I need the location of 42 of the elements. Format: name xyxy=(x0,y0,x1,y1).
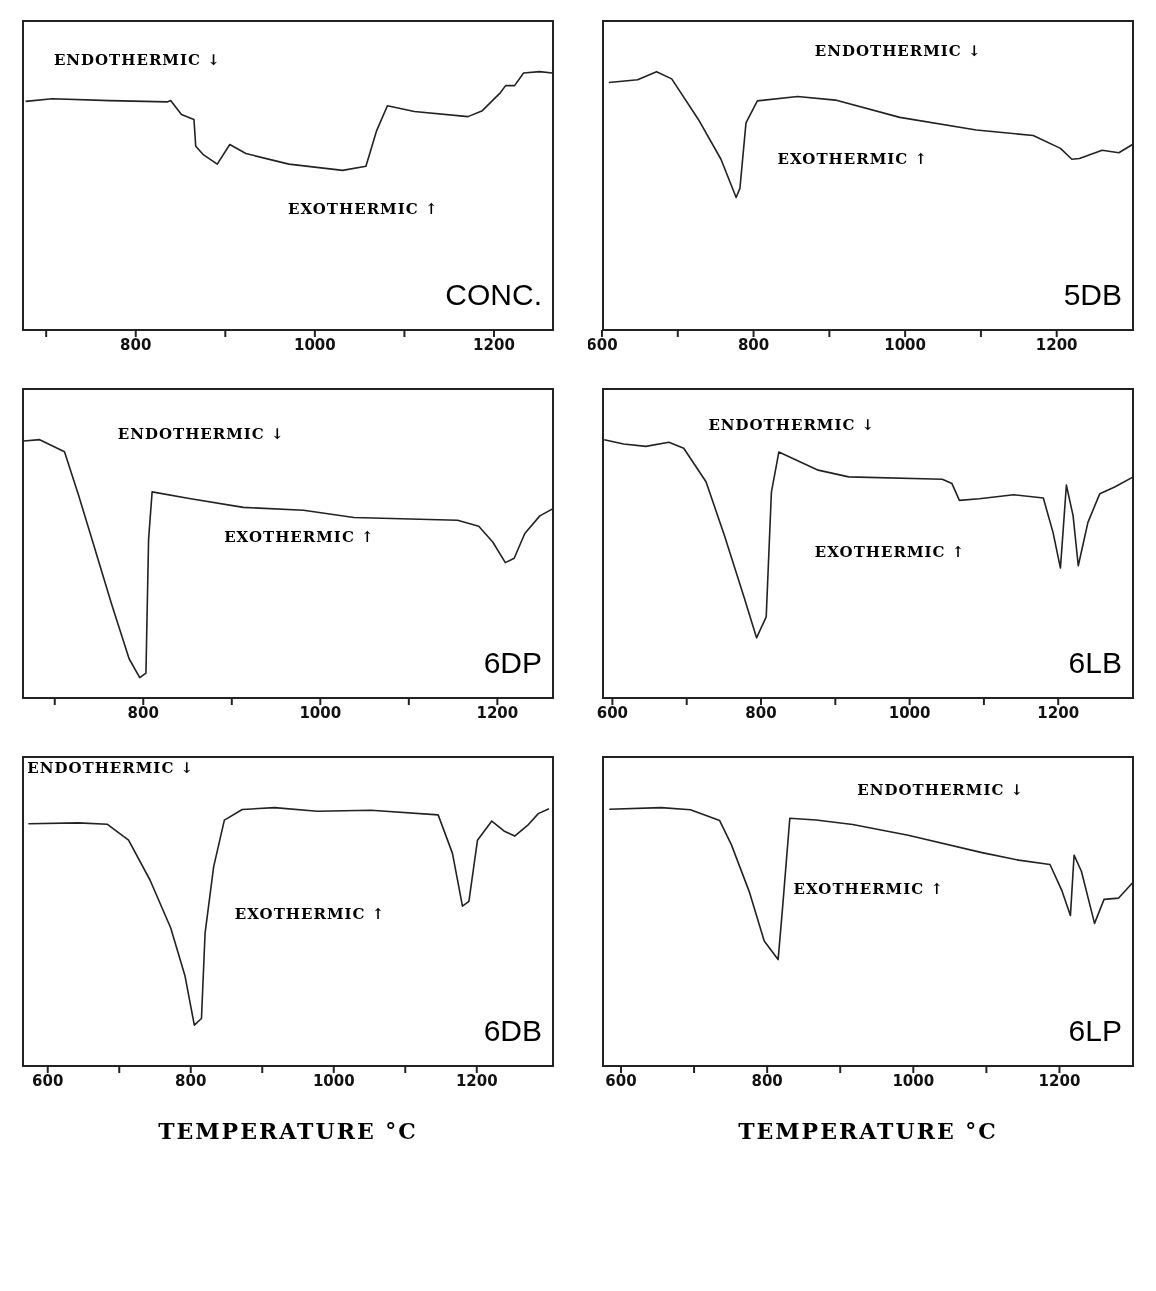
annotation: 6DP xyxy=(483,646,542,680)
x-tick-label: 600 xyxy=(32,1071,64,1090)
x-tick-label: 1200 xyxy=(455,1071,498,1090)
annotation: EXOTHERMIC ↑ xyxy=(814,543,966,561)
text: ENDOTHERMIC ↓ xyxy=(708,415,876,434)
annotation: EXOTHERMIC ↑ xyxy=(793,880,944,898)
x-tick-label: 1200 xyxy=(1038,1071,1081,1090)
x-tick-label: 600 xyxy=(596,703,629,722)
x-tick-label: 800 xyxy=(127,703,159,722)
annotation: 6DB xyxy=(483,1014,542,1048)
x-tick-label: 1000 xyxy=(884,335,927,354)
x-tick-label: 800 xyxy=(751,1071,783,1090)
x-tick-label: 1200 xyxy=(476,703,519,722)
x-axis-title: TEMPERATURE °C xyxy=(737,1118,999,1144)
x-tick-label: 800 xyxy=(175,1071,207,1090)
annotation: EXOTHERMIC ↑ xyxy=(234,904,386,923)
annotation: CONC. xyxy=(445,278,542,312)
annotation: EXOTHERMIC ↑ xyxy=(777,150,929,169)
x-tick-label: 800 xyxy=(737,335,770,354)
text: ENDOTHERMIC ↓ xyxy=(53,51,221,69)
x-tick-label: 1000 xyxy=(888,703,931,722)
annotation: EXOTHERMIC ↑ xyxy=(288,199,439,218)
x-tick-label: 1000 xyxy=(312,1071,355,1090)
text: ENDOTHERMIC ↓ xyxy=(857,780,1025,799)
x-tick-label: 600 xyxy=(605,1071,637,1090)
x-tick-label: 1200 xyxy=(1037,703,1080,722)
x-axis-title: TEMPERATURE °C xyxy=(157,1118,419,1144)
x-tick-label: 1000 xyxy=(293,335,336,354)
text: ENDOTHERMIC ↓ xyxy=(814,41,982,60)
x-tick-label: 1000 xyxy=(299,703,342,722)
annotation: 5DB xyxy=(1063,278,1122,312)
annotation: ENDOTHERMIC ↓ xyxy=(117,425,285,444)
x-tick-label: 1200 xyxy=(473,335,515,354)
x-tick-label: 1000 xyxy=(892,1071,935,1090)
x-tick-label: 800 xyxy=(745,703,777,722)
x-tick-label: 1200 xyxy=(1035,335,1078,354)
annotation: 6LB xyxy=(1068,646,1122,680)
annotation: EXOTHERMIC ↑ xyxy=(224,527,375,546)
x-tick-label: 600 xyxy=(586,335,618,354)
x-tick-label: 800 xyxy=(120,335,152,354)
annotation: 6LP xyxy=(1068,1014,1122,1048)
text: ENDOTHERMIC ↓ xyxy=(27,759,195,778)
